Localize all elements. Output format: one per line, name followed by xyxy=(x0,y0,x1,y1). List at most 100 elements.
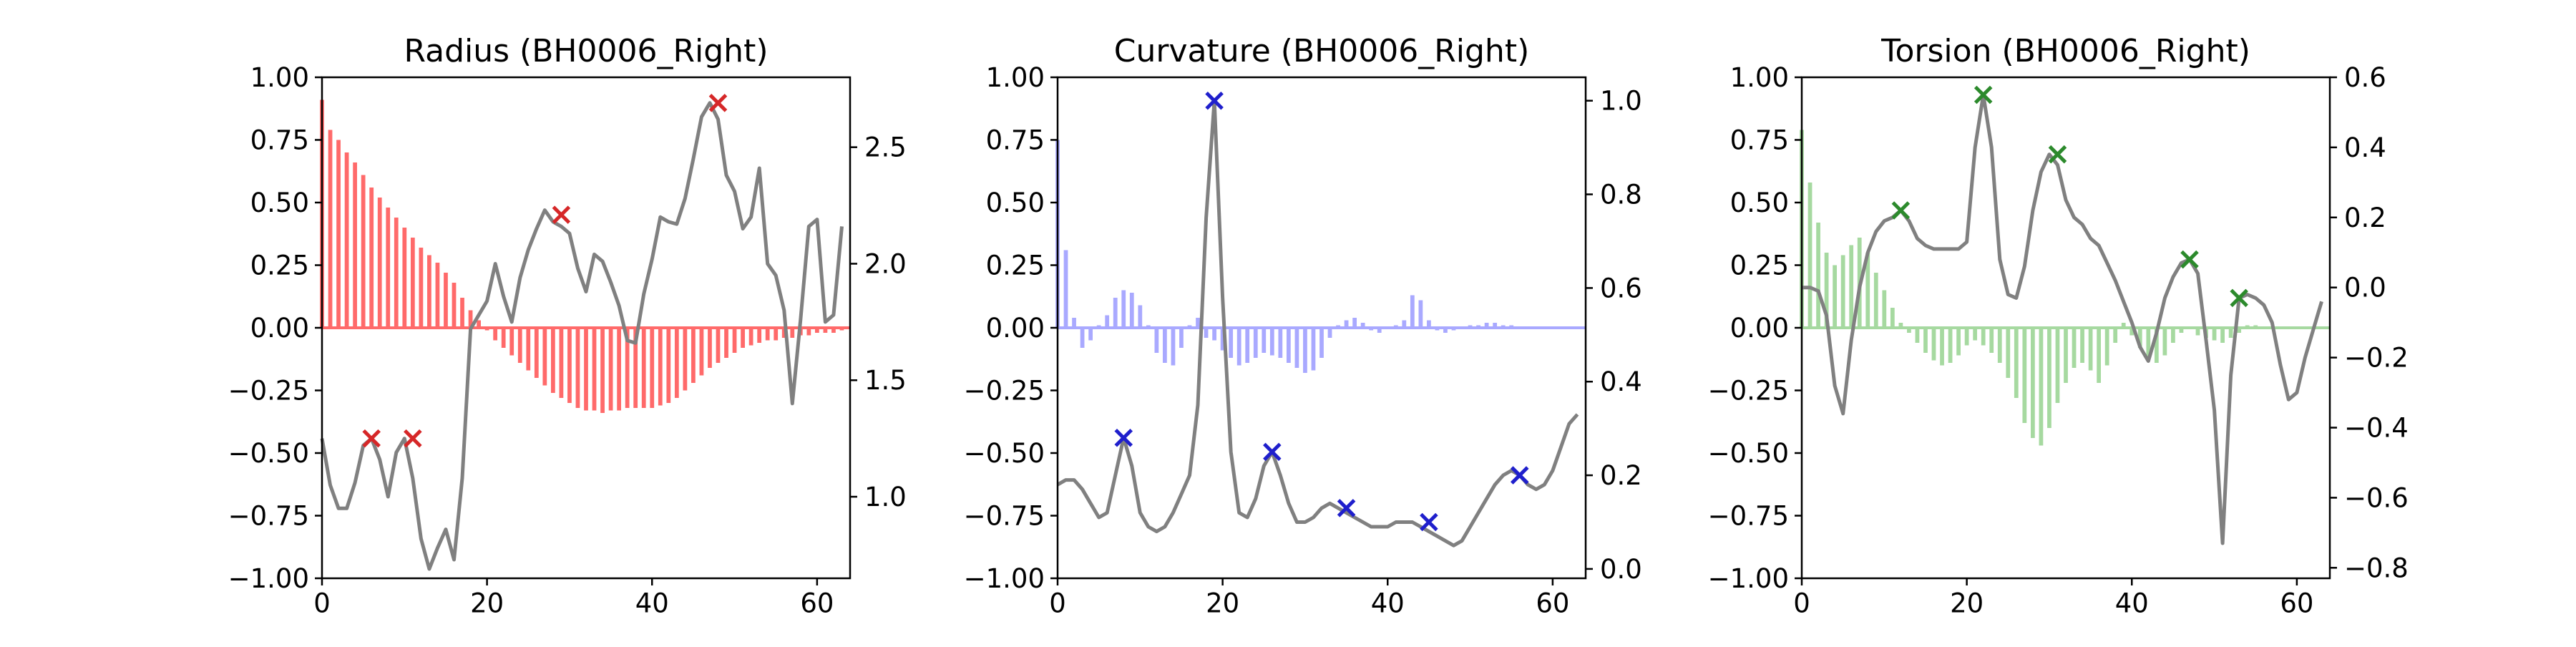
peak-marker xyxy=(2230,288,2248,308)
bar xyxy=(501,328,506,348)
bar xyxy=(757,328,762,343)
bar xyxy=(1940,328,1944,366)
bar xyxy=(1964,328,1969,346)
y2-tick-label: 1.5 xyxy=(864,365,907,396)
bar xyxy=(1410,295,1415,328)
bar xyxy=(2006,328,2011,378)
bar xyxy=(1402,320,1407,328)
bar xyxy=(1163,328,1167,363)
bar xyxy=(1171,328,1176,366)
bar xyxy=(592,328,597,411)
peak-marker xyxy=(708,94,728,112)
y-tick-label: −0.25 xyxy=(1708,375,1789,406)
x-tick-label: 40 xyxy=(635,588,669,618)
y-tick-label: 1.00 xyxy=(986,62,1045,93)
y-tick-label: −0.50 xyxy=(1708,438,1789,469)
peak-marker-stroke xyxy=(404,429,422,448)
bar xyxy=(2039,328,2044,446)
y2-tick-label: 1.0 xyxy=(1600,86,1642,117)
bar xyxy=(1262,328,1267,353)
bar xyxy=(1344,320,1349,328)
bar xyxy=(336,140,341,328)
bar xyxy=(1294,328,1299,368)
bar xyxy=(1229,328,1234,358)
peak-marker-stroke xyxy=(1510,466,1529,485)
bar xyxy=(2047,328,2051,428)
y-tick-label: −0.50 xyxy=(228,438,309,469)
bar xyxy=(1865,253,1870,328)
bar xyxy=(1088,328,1093,341)
y-tick-label: −1.00 xyxy=(964,563,1045,594)
y2-tick-label: 0.0 xyxy=(1600,554,1642,585)
bar xyxy=(2195,328,2200,336)
x-tick-label: 0 xyxy=(1793,588,1810,618)
bar xyxy=(1816,223,1820,328)
bar xyxy=(666,328,671,403)
bar xyxy=(344,152,349,328)
bar xyxy=(2212,328,2217,341)
bar xyxy=(683,328,688,391)
bar xyxy=(1915,328,1920,343)
y-tick-label: 1.00 xyxy=(1730,62,1789,93)
bar xyxy=(517,328,522,363)
peak-marker xyxy=(1114,428,1133,447)
bar xyxy=(534,328,539,378)
chart-title: Torsion (BH0006_Right) xyxy=(1880,33,2250,69)
x-tick-label: 40 xyxy=(1371,588,1405,618)
bar xyxy=(1377,328,1382,333)
peak-marker-stroke xyxy=(552,205,571,224)
y-tick-label: 0.50 xyxy=(250,188,309,218)
bar xyxy=(806,328,811,336)
bar xyxy=(468,310,473,328)
bar xyxy=(477,320,481,328)
y-tick-label: 0.75 xyxy=(986,125,1045,155)
bar xyxy=(625,328,630,408)
chart-panel-2: Curvature (BH0006_Right) −1.00 −0.75 −0.50 −… xyxy=(964,33,1642,618)
bar xyxy=(699,328,704,376)
bar xyxy=(2055,328,2060,403)
x-tick-label: 20 xyxy=(470,588,504,618)
bar xyxy=(748,328,753,346)
y-tick-label: −0.75 xyxy=(964,500,1045,531)
bar xyxy=(781,328,786,338)
bar xyxy=(1319,328,1324,358)
bar xyxy=(608,328,613,411)
bar xyxy=(328,130,333,328)
bar xyxy=(542,328,547,386)
y-tick-label: 0.00 xyxy=(250,313,309,344)
x-tick-label: 20 xyxy=(1950,588,1984,618)
bar xyxy=(658,328,663,406)
y2-tick-label: 0.6 xyxy=(1600,273,1642,303)
bar xyxy=(641,328,646,408)
bar xyxy=(2220,328,2225,343)
peak-marker xyxy=(2048,145,2067,164)
bar xyxy=(741,328,745,348)
x-tick-label: 60 xyxy=(2280,588,2313,618)
y-tick-label: 0.75 xyxy=(1730,125,1789,155)
bar xyxy=(1212,328,1216,341)
peak-marker xyxy=(1510,466,1529,485)
series-line xyxy=(320,101,844,571)
bar xyxy=(1981,328,1986,346)
y-tick-label: 0.50 xyxy=(986,188,1045,218)
bar xyxy=(1072,318,1076,328)
x-tick-label: 0 xyxy=(1049,588,1066,618)
peak-marker-stroke xyxy=(1263,442,1282,462)
bar xyxy=(2030,328,2035,438)
bar xyxy=(2228,328,2233,338)
peak-marker-stroke xyxy=(1891,201,1911,220)
bar xyxy=(460,298,464,328)
y2-tick-label: 0.4 xyxy=(2344,132,2386,163)
bar xyxy=(1154,328,1159,353)
peak-marker xyxy=(1420,512,1438,532)
bar xyxy=(1360,323,1365,328)
bar xyxy=(2171,328,2175,343)
bar xyxy=(708,328,712,368)
bar xyxy=(674,328,679,398)
bar xyxy=(1269,328,1274,356)
y-tick-label: 0.75 xyxy=(250,125,309,155)
bar xyxy=(1220,328,1225,351)
bar xyxy=(831,328,836,333)
bar xyxy=(814,328,819,333)
